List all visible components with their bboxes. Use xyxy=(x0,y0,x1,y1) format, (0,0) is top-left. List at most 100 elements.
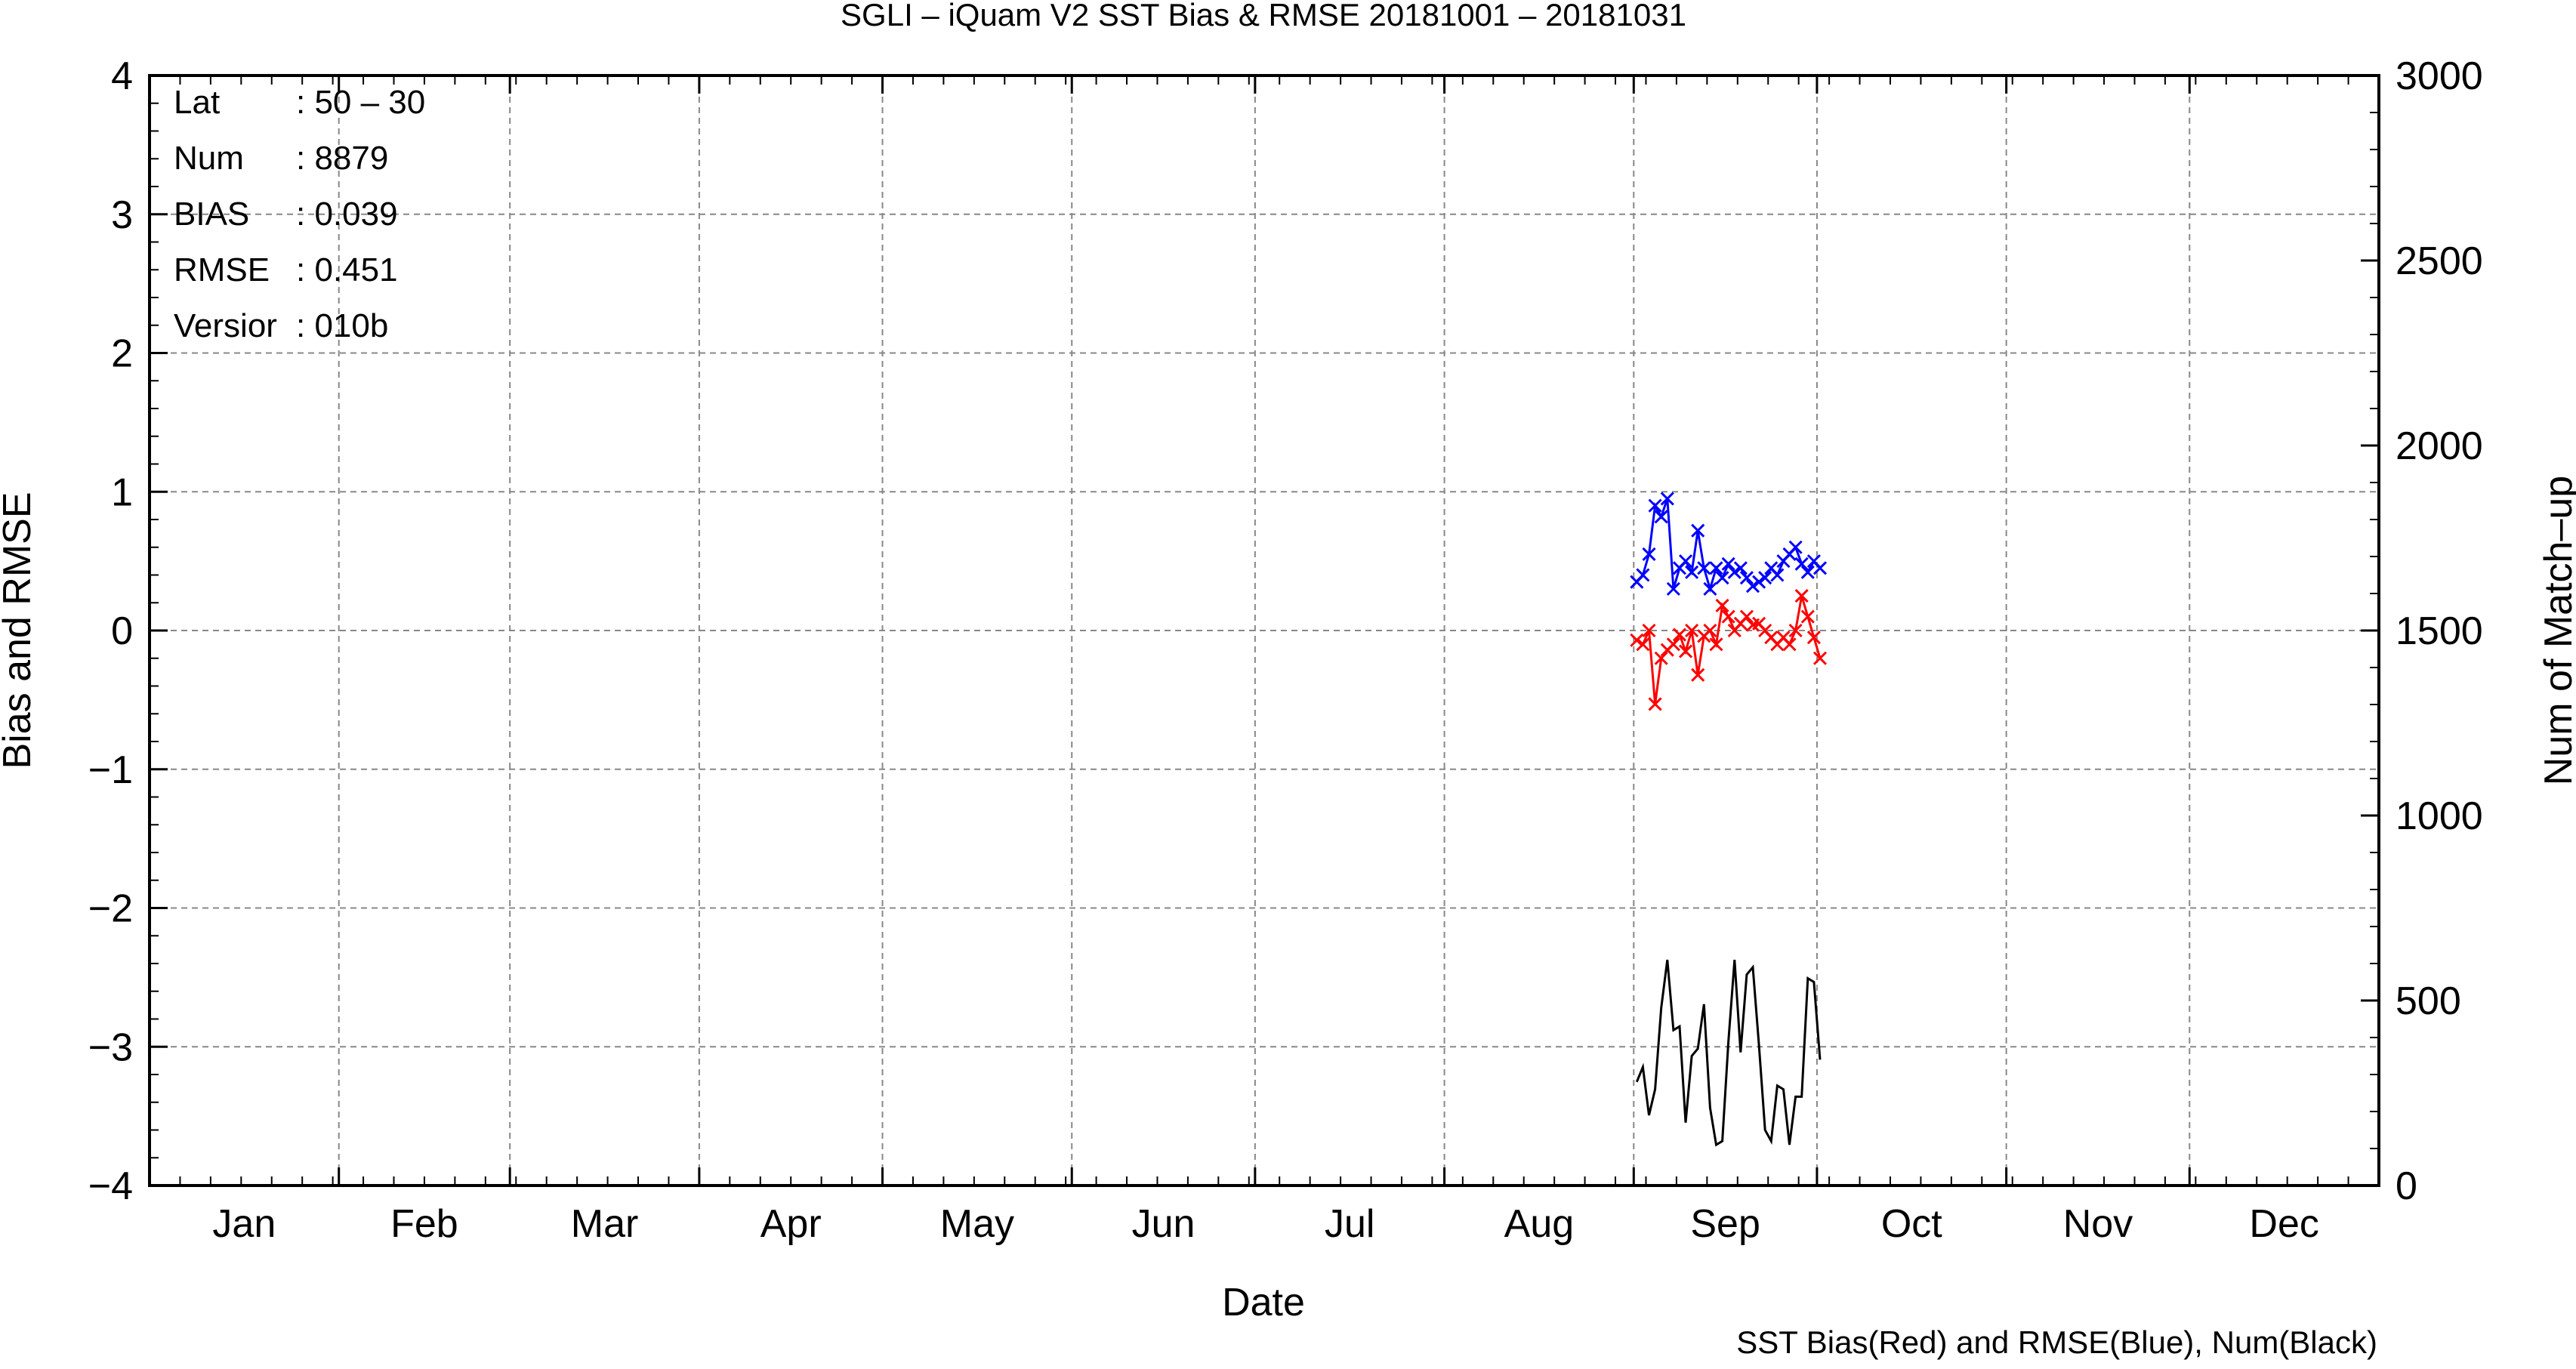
data-point-rmse xyxy=(1685,565,1699,579)
data-point-bias xyxy=(1672,627,1687,642)
left-tick-label: −3 xyxy=(88,1025,133,1069)
x-axis-label: Date xyxy=(1222,1281,1305,1324)
data-point-bias xyxy=(1782,637,1797,652)
month-label: Mar xyxy=(571,1202,639,1246)
left-tick-label: −4 xyxy=(88,1164,133,1208)
data-point-bias xyxy=(1788,623,1803,638)
right-tick-label: 500 xyxy=(2396,979,2461,1023)
data-point-rmse xyxy=(1770,568,1785,582)
series-line-bias xyxy=(1636,595,1822,705)
data-point-rmse xyxy=(1758,571,1772,585)
month-label: Nov xyxy=(2063,1202,2133,1246)
data-point-rmse xyxy=(1739,571,1754,585)
left-axis-tick-labels: −4 −3 −2 −1 0 1 2 3 4 xyxy=(88,54,133,1208)
data-point-rmse xyxy=(1636,568,1650,582)
grid-lines xyxy=(150,76,2379,1186)
month-label: Aug xyxy=(1504,1202,1575,1246)
data-point-rmse xyxy=(1678,554,1693,569)
data-point-rmse xyxy=(1752,575,1766,589)
month-label: Feb xyxy=(390,1202,458,1246)
data-point-bias xyxy=(1800,609,1815,624)
right-tick-label: 2000 xyxy=(2396,424,2483,468)
left-tick-label: 1 xyxy=(111,470,133,514)
data-point-bias xyxy=(1685,623,1699,638)
left-tick-label: 3 xyxy=(111,193,133,237)
month-label: Dec xyxy=(2249,1202,2318,1246)
data-point-bias xyxy=(1691,668,1705,682)
series-line-num xyxy=(1635,959,1822,1147)
data-point-bias xyxy=(1636,637,1650,652)
stats-label: Versior xyxy=(174,307,277,344)
data-series xyxy=(1630,492,1828,1147)
data-point-bias xyxy=(1794,589,1809,603)
data-point-rmse xyxy=(1715,571,1729,585)
month-label: Apr xyxy=(760,1202,822,1246)
stats-label: Num xyxy=(174,140,244,177)
stats-label: RMSE xyxy=(174,251,270,288)
month-label: May xyxy=(940,1202,1014,1246)
right-axis-tick-labels: 0 500 1000 1500 2000 2500 3000 xyxy=(2396,54,2483,1208)
data-point-rmse xyxy=(1727,565,1741,579)
data-point-bias xyxy=(1678,644,1693,658)
right-tick-label: 3000 xyxy=(2396,54,2483,98)
series-num xyxy=(1635,959,1822,1147)
month-label: Jun xyxy=(1132,1202,1195,1246)
stats-value: : 0.039 xyxy=(296,196,398,233)
left-tick-label: 4 xyxy=(111,54,133,98)
month-label: Oct xyxy=(1881,1202,1942,1246)
series-rmse xyxy=(1630,492,1828,596)
stats-value: : 010b xyxy=(296,307,388,344)
data-point-bias xyxy=(1739,609,1754,624)
data-point-rmse xyxy=(1721,557,1735,571)
chart-title: SGLI – iQuam V2 SST Bias & RMSE 20181001… xyxy=(841,0,1686,32)
data-point-bias xyxy=(1812,651,1828,665)
data-point-rmse xyxy=(1654,510,1668,524)
data-point-rmse xyxy=(1703,581,1717,596)
month-label: Jul xyxy=(1325,1202,1374,1246)
right-tick-label: 1500 xyxy=(2396,609,2483,653)
footer-caption: SST Bias(Red) and RMSE(Blue), Num(Black) xyxy=(1736,1324,2377,1360)
y-axis-label-right: Num of Match–up xyxy=(2537,476,2576,785)
data-point-rmse xyxy=(1788,540,1803,554)
right-tick-label: 2500 xyxy=(2396,239,2483,283)
data-point-bias xyxy=(1709,637,1723,652)
data-point-bias xyxy=(1630,633,1644,647)
right-tick-label: 1000 xyxy=(2396,794,2483,838)
series-bias xyxy=(1630,589,1828,711)
data-point-bias xyxy=(1721,609,1735,624)
stats-value: : 8879 xyxy=(296,140,388,177)
data-point-bias xyxy=(1715,598,1729,612)
data-point-bias xyxy=(1703,623,1717,638)
data-point-bias xyxy=(1654,651,1668,665)
left-tick-label: 2 xyxy=(111,332,133,376)
data-point-bias xyxy=(1806,631,1821,645)
data-point-rmse xyxy=(1642,547,1656,561)
data-point-bias xyxy=(1642,623,1656,638)
data-point-rmse xyxy=(1660,492,1674,506)
plot-frame xyxy=(148,74,2380,1187)
month-label: Sep xyxy=(1690,1202,1760,1246)
stats-box: Lat: 50 – 30 Num: 8879 BIAS: 0.039 RMSE: 0.… xyxy=(174,84,425,344)
data-point-rmse xyxy=(1666,581,1680,596)
right-tick-label: 0 xyxy=(2396,1164,2417,1208)
stats-label: Lat xyxy=(174,84,220,121)
y-axis-label-left: Bias and RMSE xyxy=(0,492,39,769)
left-tick-label: −1 xyxy=(88,748,133,792)
month-label: Jan xyxy=(212,1202,276,1246)
data-point-rmse xyxy=(1691,523,1705,538)
data-point-rmse xyxy=(1648,498,1662,513)
data-point-rmse xyxy=(1709,561,1723,575)
stats-value: : 0.451 xyxy=(296,251,398,288)
left-tick-label: 0 xyxy=(111,609,133,653)
data-point-rmse xyxy=(1794,557,1809,571)
data-point-rmse xyxy=(1812,561,1828,575)
data-point-rmse xyxy=(1697,561,1711,575)
data-point-rmse xyxy=(1745,579,1760,594)
left-tick-label: −2 xyxy=(88,887,133,931)
data-point-rmse xyxy=(1733,561,1748,575)
x-axis-month-labels: Jan Feb Mar Apr May Jun Jul Aug Sep Oct Nov Dec xyxy=(212,1202,2318,1246)
data-point-bias xyxy=(1666,637,1680,652)
stats-label: BIAS xyxy=(174,196,249,233)
data-point-bias xyxy=(1648,697,1662,711)
